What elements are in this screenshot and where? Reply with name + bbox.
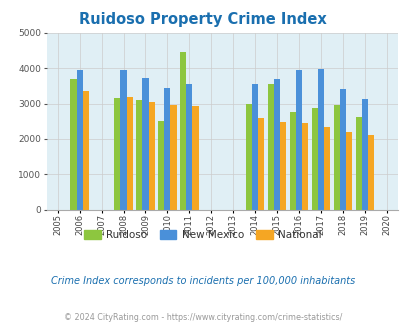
Bar [126, 97, 132, 210]
Bar [120, 70, 126, 210]
Bar [164, 88, 170, 210]
Bar [170, 105, 176, 210]
Text: Crime Index corresponds to incidents per 100,000 inhabitants: Crime Index corresponds to incidents per… [51, 276, 354, 285]
Bar [77, 70, 83, 210]
Bar [361, 99, 367, 210]
Bar [301, 123, 307, 210]
Bar [295, 70, 301, 210]
Bar [339, 89, 345, 210]
Text: Ruidoso Property Crime Index: Ruidoso Property Crime Index [79, 12, 326, 26]
Bar [355, 117, 361, 210]
Bar [333, 105, 339, 210]
Bar [245, 104, 252, 210]
Bar [192, 106, 198, 210]
Bar [323, 127, 329, 210]
Bar [252, 84, 258, 210]
Bar [273, 79, 279, 210]
Bar [345, 132, 352, 210]
Bar [258, 118, 264, 210]
Legend: Ruidoso, New Mexico, National: Ruidoso, New Mexico, National [80, 226, 325, 244]
Bar [289, 113, 295, 210]
Bar [311, 108, 317, 210]
Bar [317, 69, 323, 210]
Bar [186, 84, 192, 210]
Bar [142, 78, 148, 210]
Text: © 2024 CityRating.com - https://www.cityrating.com/crime-statistics/: © 2024 CityRating.com - https://www.city… [64, 313, 341, 322]
Bar [114, 98, 120, 210]
Bar [136, 100, 142, 210]
Bar [267, 84, 273, 210]
Bar [279, 122, 286, 210]
Bar [70, 79, 77, 210]
Bar [367, 135, 373, 210]
Bar [180, 52, 186, 210]
Bar [148, 102, 154, 210]
Bar [158, 121, 164, 210]
Bar [83, 91, 89, 210]
